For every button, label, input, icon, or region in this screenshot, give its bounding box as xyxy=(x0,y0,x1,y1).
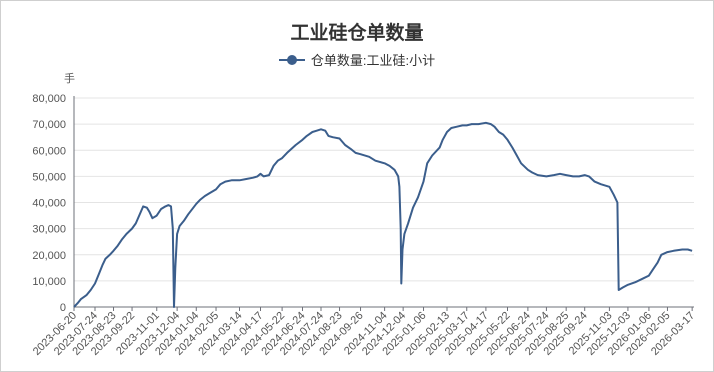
y-axis-unit-label: 手 xyxy=(64,73,75,85)
y-tick-label: 20,000 xyxy=(32,250,66,262)
y-tick-label: 70,000 xyxy=(32,119,66,131)
y-tick-label: 50,000 xyxy=(32,171,66,183)
y-tick-label: 10,000 xyxy=(32,276,66,288)
y-tick-label: 30,000 xyxy=(32,224,66,236)
legend-line-marker-icon xyxy=(278,54,305,66)
chart-title: 工业硅仓单数量 xyxy=(290,23,424,44)
y-tick-label: 60,000 xyxy=(32,145,66,157)
legend[interactable]: 仓单数量:工业硅:小计 xyxy=(0,50,714,69)
y-tick-label: 80,000 xyxy=(32,93,66,105)
legend-series-label: 仓单数量:工业硅:小计 xyxy=(310,53,436,68)
y-tick-label: 40,000 xyxy=(32,198,66,210)
y-tick-label: 0 xyxy=(60,302,66,314)
series-line xyxy=(73,121,693,308)
